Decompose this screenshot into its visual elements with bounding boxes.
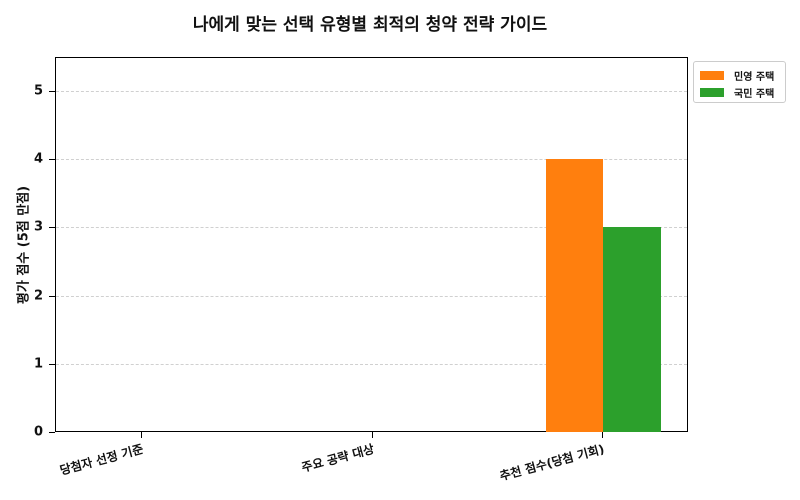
plot-area — [55, 57, 688, 432]
bar-national-2 — [603, 227, 661, 432]
grid-line — [56, 159, 687, 161]
y-tick-label: 3 — [33, 219, 43, 235]
y-tick — [49, 227, 55, 229]
y-tick — [49, 159, 55, 161]
y-axis-title: 평가 점수 (5점 만점) — [16, 185, 32, 305]
grid-line — [56, 363, 687, 365]
legend-item-private-housing: 민영 주택 — [700, 69, 775, 83]
legend-swatch-green — [700, 87, 724, 97]
y-tick — [49, 91, 55, 93]
grid-line — [56, 227, 687, 229]
legend-label: 민영 주택 — [734, 71, 775, 83]
grid-line — [56, 91, 687, 93]
chart-title: 나에게 맞는 선택 유형별 최적의 청약 전략 가이드 — [192, 15, 548, 35]
legend: 민영 주택 국민 주택 — [693, 61, 786, 103]
y-tick — [49, 432, 55, 433]
legend-swatch-orange — [700, 70, 724, 80]
y-tick-label: 2 — [33, 288, 43, 304]
y-tick-label: 5 — [33, 83, 43, 99]
x-tick-label: 당첨자 선정 기준 — [58, 441, 146, 478]
y-tick-label: 0 — [33, 424, 43, 440]
x-tick — [602, 432, 603, 438]
legend-item-national-housing: 국민 주택 — [700, 86, 775, 100]
x-tick-label: 추천 점수(당첨 기회) — [498, 441, 607, 484]
x-tick — [372, 432, 373, 438]
grid-line — [56, 295, 687, 297]
x-tick-label: 주요 공략 대상 — [300, 441, 377, 475]
legend-label: 국민 주택 — [734, 88, 775, 100]
bar-private-2 — [545, 159, 603, 432]
y-tick — [49, 295, 55, 297]
y-tick-label: 1 — [33, 356, 43, 372]
y-tick — [49, 363, 55, 365]
x-tick — [141, 432, 142, 438]
y-tick-label: 4 — [33, 151, 43, 167]
